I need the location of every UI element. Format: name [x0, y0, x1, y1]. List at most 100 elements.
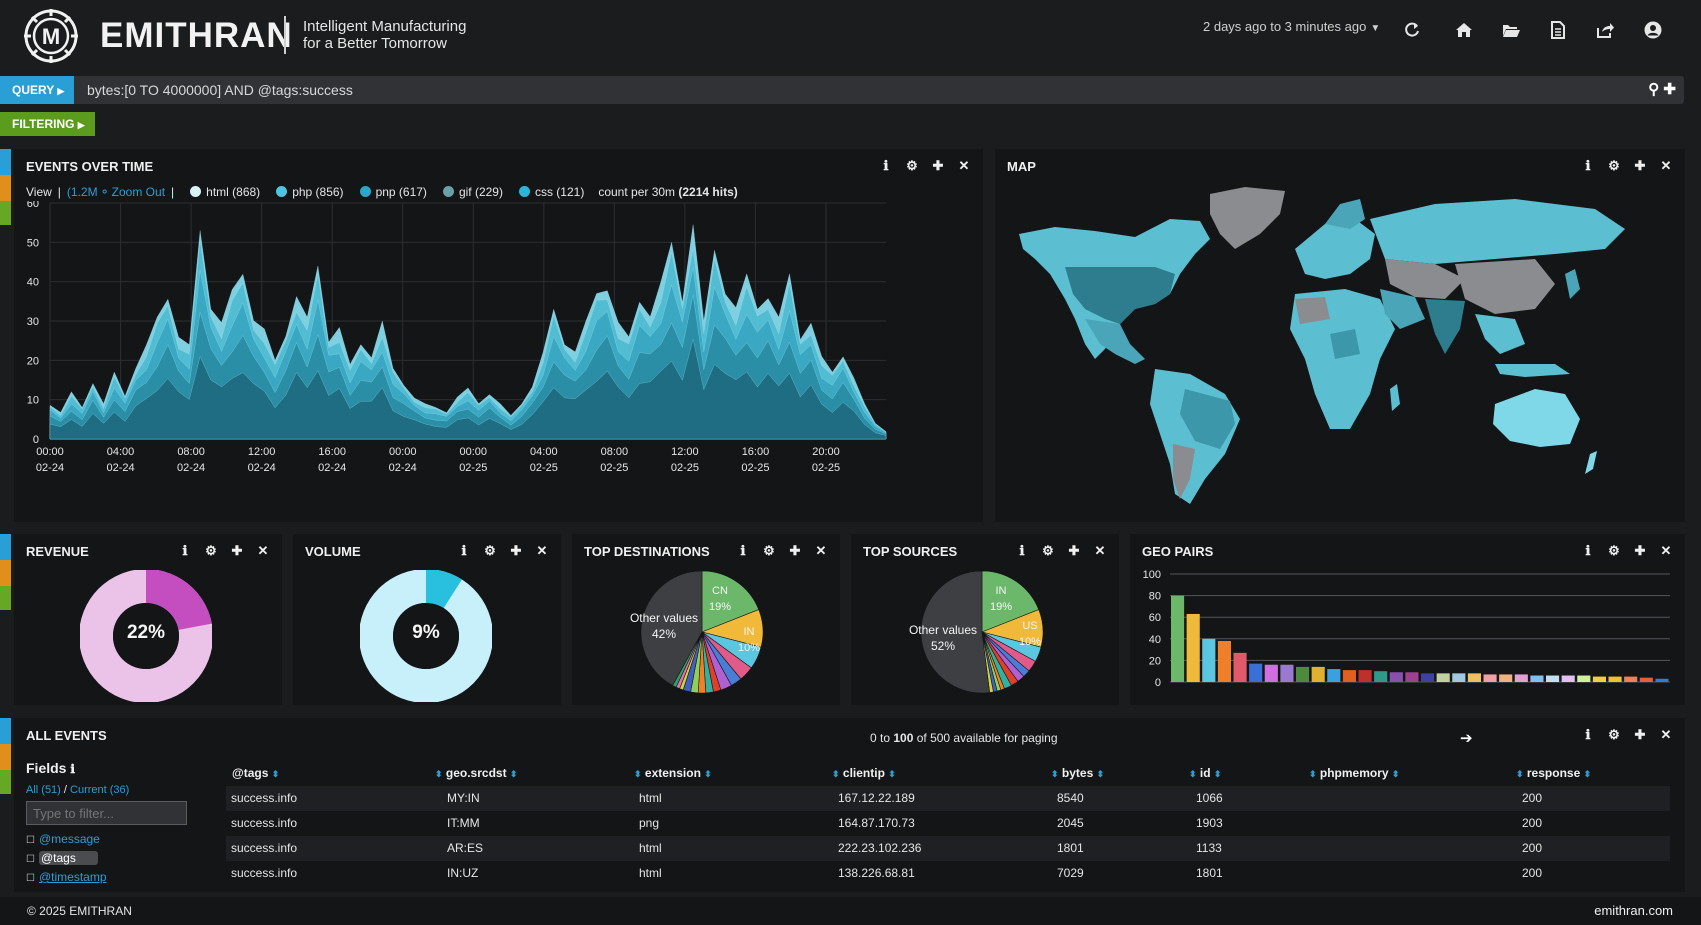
world-map[interactable]: [995, 179, 1685, 522]
sort-icon[interactable]: ⬍: [888, 769, 896, 779]
move-left-icon[interactable]: ⬍: [1051, 769, 1059, 779]
gear-icon[interactable]: ⚙: [484, 543, 496, 558]
gear-icon[interactable]: ⚙: [1608, 543, 1620, 558]
legend-swatch[interactable]: [442, 186, 454, 197]
query-input[interactable]: bytes:[0 TO 4000000] AND @tags:success: [87, 82, 353, 98]
geo-pairs-bar-chart[interactable]: 100 80 60 40 20 0: [1130, 534, 1685, 705]
add-icon[interactable]: ✚: [1634, 543, 1646, 558]
gear-icon[interactable]: ⚙: [205, 543, 217, 558]
info-icon[interactable]: ℹ: [1585, 158, 1591, 173]
gear-icon[interactable]: ⚙: [763, 543, 775, 558]
legend-item-label[interactable]: pnp (617): [375, 185, 427, 199]
add-query-icon[interactable]: ✚: [1663, 81, 1676, 98]
sort-icon[interactable]: ⬍: [1391, 769, 1400, 779]
info-icon[interactable]: ℹ: [740, 543, 746, 558]
revenue-donut-chart[interactable]: [80, 570, 212, 702]
filtering-tag[interactable]: FILTERING ▶: [0, 112, 95, 136]
add-icon[interactable]: ✚: [231, 543, 243, 558]
add-icon[interactable]: ✚: [1634, 158, 1646, 173]
search-icon[interactable]: ⚲: [1648, 81, 1660, 98]
next-page-arrow-icon[interactable]: ➔: [1460, 730, 1473, 747]
user-icon[interactable]: [1643, 20, 1663, 40]
move-left-icon[interactable]: ⬍: [435, 769, 443, 779]
info-icon[interactable]: ℹ: [1019, 543, 1025, 558]
field-filter-input[interactable]: [26, 801, 187, 825]
move-left-icon[interactable]: ⬍: [634, 769, 642, 779]
field-item[interactable]: ☐ @message: [26, 832, 100, 846]
close-icon[interactable]: ✕: [815, 543, 827, 558]
gear-icon[interactable]: ⚙: [1608, 158, 1620, 173]
site-link[interactable]: emithran.com: [1594, 903, 1673, 918]
folder-open-icon[interactable]: [1501, 20, 1521, 40]
events-area-chart[interactable]: 605040302010000:0002-2404:0002-2408:0002…: [14, 201, 983, 522]
move-left-icon[interactable]: ⬍: [1516, 769, 1524, 779]
legend-swatch[interactable]: [276, 186, 288, 197]
column-header-phpmemory[interactable]: ⬍ phpmemory ⬍: [1309, 766, 1399, 780]
sort-icon[interactable]: ⬍: [509, 769, 518, 779]
gear-icon[interactable]: ⚙: [906, 158, 918, 173]
move-left-icon[interactable]: ⬍: [1189, 769, 1197, 779]
share-icon[interactable]: [1595, 20, 1615, 40]
gear-icon[interactable]: ⚙: [1042, 543, 1054, 558]
close-icon[interactable]: ✕: [1094, 543, 1106, 558]
info-icon[interactable]: ℹ: [182, 543, 188, 558]
close-icon[interactable]: ✕: [1660, 158, 1672, 173]
add-icon[interactable]: ✚: [1068, 543, 1080, 558]
volume-donut-chart[interactable]: [360, 570, 492, 702]
close-icon[interactable]: ✕: [1660, 543, 1672, 558]
legend-swatch[interactable]: [190, 186, 202, 197]
move-left-icon[interactable]: ⬍: [1309, 769, 1317, 779]
sort-icon[interactable]: ⬍: [704, 769, 712, 779]
zoom-out-link[interactable]: Zoom Out: [111, 185, 166, 199]
checkbox-icon[interactable]: ☐: [26, 854, 35, 865]
add-icon[interactable]: ✚: [1634, 727, 1646, 742]
sort-icon[interactable]: ⬍: [1583, 769, 1592, 779]
table-row[interactable]: success.info MY:IN html 167.12.22.189 85…: [226, 786, 1670, 811]
column-header-id[interactable]: ⬍ id ⬍: [1189, 766, 1221, 780]
legend-item-label[interactable]: php (856): [292, 185, 344, 199]
document-icon[interactable]: [1548, 20, 1568, 40]
field-item[interactable]: ☐ @tags: [26, 851, 98, 865]
top-destinations-pie-chart[interactable]: [638, 568, 766, 696]
column-header-clientip[interactable]: ⬍ clientip ⬍: [832, 766, 896, 780]
table-row[interactable]: success.info IN:UZ html 138.226.68.81 70…: [226, 861, 1670, 886]
time-range-picker[interactable]: 2 days ago to 3 minutes ago ▼: [1203, 19, 1380, 34]
close-icon[interactable]: ✕: [958, 158, 970, 173]
sort-icon[interactable]: ⬍: [271, 769, 280, 779]
info-icon[interactable]: ℹ: [70, 762, 75, 776]
legend-item-label[interactable]: html (868): [206, 185, 261, 199]
column-header-geo-srcdst[interactable]: ⬍ geo.srcdst ⬍: [435, 766, 517, 780]
move-left-icon[interactable]: ⬍: [832, 769, 840, 779]
add-icon[interactable]: ✚: [932, 158, 944, 173]
gear-icon[interactable]: ⚙: [1608, 727, 1620, 742]
table-row[interactable]: success.info AR:ES html 222.23.102.236 1…: [226, 836, 1670, 861]
fields-current-link[interactable]: Current (36): [70, 784, 130, 796]
column-header-response[interactable]: ⬍ response ⬍: [1516, 766, 1591, 780]
table-row[interactable]: success.info IT:MM png 164.87.170.73 204…: [226, 811, 1670, 836]
close-icon[interactable]: ✕: [257, 543, 269, 558]
legend-item-label[interactable]: css (121): [534, 185, 585, 199]
checkbox-icon[interactable]: ☐: [26, 835, 35, 846]
sort-icon[interactable]: ⬍: [1213, 769, 1222, 779]
info-icon[interactable]: ℹ: [461, 543, 467, 558]
legend-item-label[interactable]: gif (229): [458, 185, 503, 199]
legend-swatch[interactable]: [359, 186, 371, 197]
column-header-extension[interactable]: ⬍ extension ⬍: [634, 766, 712, 780]
home-icon[interactable]: [1454, 20, 1474, 40]
column-header-tags[interactable]: @tags ⬍: [232, 766, 279, 780]
add-icon[interactable]: ✚: [789, 543, 801, 558]
sort-icon[interactable]: ⬍: [1096, 769, 1105, 779]
field-item[interactable]: ☐ @timestamp: [26, 870, 107, 884]
checkbox-icon[interactable]: ☐: [26, 873, 35, 884]
query-tag[interactable]: QUERY ▶: [0, 76, 74, 104]
close-icon[interactable]: ✕: [1660, 727, 1672, 742]
fields-all-link[interactable]: All (51): [26, 784, 61, 796]
legend-swatch[interactable]: [518, 186, 530, 197]
add-icon[interactable]: ✚: [510, 543, 522, 558]
column-header-bytes[interactable]: ⬍ bytes ⬍: [1051, 766, 1104, 780]
close-icon[interactable]: ✕: [536, 543, 548, 558]
refresh-icon[interactable]: [1402, 20, 1422, 40]
info-icon[interactable]: ℹ: [883, 158, 889, 173]
info-icon[interactable]: ℹ: [1585, 543, 1591, 558]
info-icon[interactable]: ℹ: [1585, 727, 1591, 742]
